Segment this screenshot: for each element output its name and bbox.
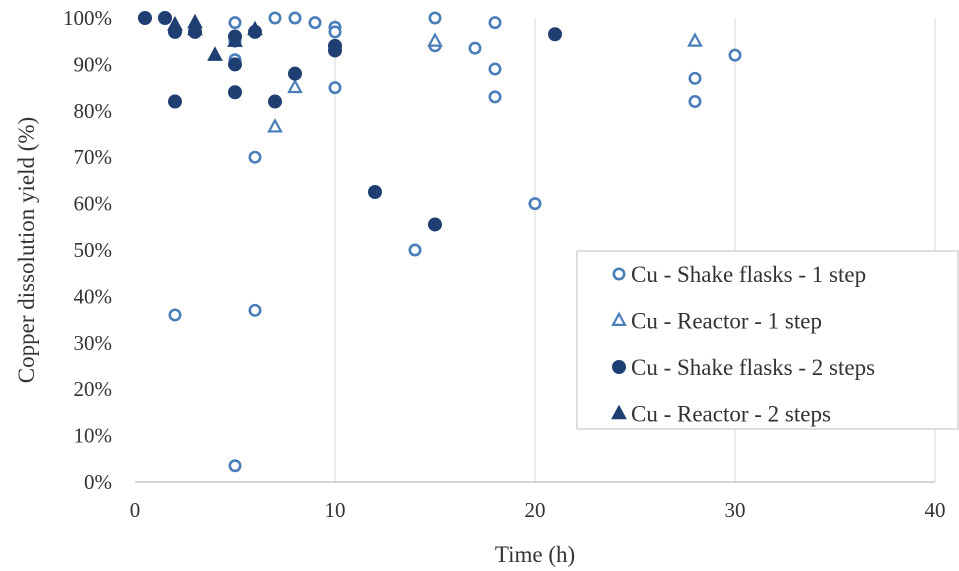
y-tick-label: 80% [74, 99, 113, 123]
point-shake-1step [248, 303, 262, 317]
point-shake-2steps [328, 43, 342, 58]
point-shake-1step [488, 62, 502, 76]
point-shake-1step [228, 16, 242, 30]
y-tick-label: 20% [74, 377, 113, 401]
point-reactor-2steps [167, 16, 183, 31]
point-reactor-1step [687, 32, 703, 47]
data-points [138, 11, 742, 473]
point-shake-1step [168, 308, 182, 322]
point-shake-1step [528, 197, 542, 211]
point-shake-1step [268, 11, 282, 25]
point-shake-1step [488, 90, 502, 104]
x-tick-label: 0 [130, 498, 141, 522]
y-tick-label: 0% [84, 470, 112, 494]
point-shake-1step [308, 16, 322, 30]
point-shake-1step [328, 25, 342, 39]
point-reactor-1step [267, 118, 283, 133]
x-tick-label: 30 [725, 498, 746, 522]
legend: Cu - Shake flasks - 1 step Cu - Reactor … [576, 250, 959, 430]
legend-marker-reactor-2 [611, 404, 627, 420]
point-shake-2steps [548, 27, 562, 42]
y-tick-label: 60% [74, 192, 113, 216]
y-tick-label: 40% [74, 284, 113, 308]
legend-label-reactor-1: Cu - Reactor - 1 step [631, 309, 822, 334]
y-tick-label: 70% [74, 145, 113, 169]
point-reactor-1step [287, 78, 303, 94]
point-reactor-2steps [247, 20, 263, 36]
y-tick-label: 10% [74, 424, 113, 448]
point-shake-1step [228, 459, 242, 473]
legend-marker-shake-2 [612, 360, 626, 374]
legend-markers [611, 267, 627, 420]
x-tick-label: 20 [525, 498, 546, 522]
legend-marker-reactor-1 [611, 311, 627, 326]
x-tick-label: 10 [325, 498, 346, 522]
point-shake-1step [688, 71, 702, 85]
y-tick-label: 50% [74, 238, 113, 262]
point-shake-1step [488, 16, 502, 30]
legend-box [576, 250, 959, 430]
y-axis-title: Copper dissolution yield (%) [14, 117, 39, 383]
point-shake-2steps [158, 11, 172, 25]
point-shake-2steps [428, 217, 442, 232]
point-shake-1step [428, 11, 442, 25]
legend-label-shake-2: Cu - Shake flasks - 2 steps [631, 355, 875, 380]
x-axis-title: Time (h) [495, 542, 575, 567]
point-shake-2steps [268, 94, 282, 109]
point-shake-2steps [368, 185, 382, 199]
y-axis-ticks: 0% 10% 20% 30% 40% 50% 60% 70% 80% 90% 100% [63, 6, 112, 494]
point-shake-2steps [168, 94, 182, 109]
point-reactor-1step [427, 32, 443, 47]
point-shake-1step [248, 150, 262, 164]
point-shake-2steps [228, 85, 242, 100]
x-axis-ticks: 0 10 20 30 40 [130, 498, 946, 522]
point-reactor-2steps [187, 20, 203, 36]
point-shake-2steps [138, 11, 152, 25]
point-reactor-2steps [207, 46, 223, 61]
point-shake-1step [328, 81, 342, 95]
y-tick-label: 90% [74, 52, 113, 76]
point-shake-1step [468, 41, 482, 55]
y-tick-label: 30% [74, 331, 113, 355]
point-shake-1step [728, 48, 742, 62]
point-shake-1step [408, 243, 422, 257]
point-shake-2steps [228, 57, 242, 72]
y-tick-label: 100% [63, 6, 112, 30]
point-shake-2steps [288, 66, 302, 81]
point-reactor-2steps [227, 32, 243, 47]
legend-label-shake-1: Cu - Shake flasks - 1 step [631, 262, 866, 287]
x-tick-label: 40 [925, 498, 946, 522]
point-shake-1step [288, 11, 302, 25]
legend-marker-shake-1 [612, 267, 626, 281]
legend-label-reactor-2: Cu - Reactor - 2 steps [631, 402, 831, 427]
point-shake-1step [688, 95, 702, 109]
